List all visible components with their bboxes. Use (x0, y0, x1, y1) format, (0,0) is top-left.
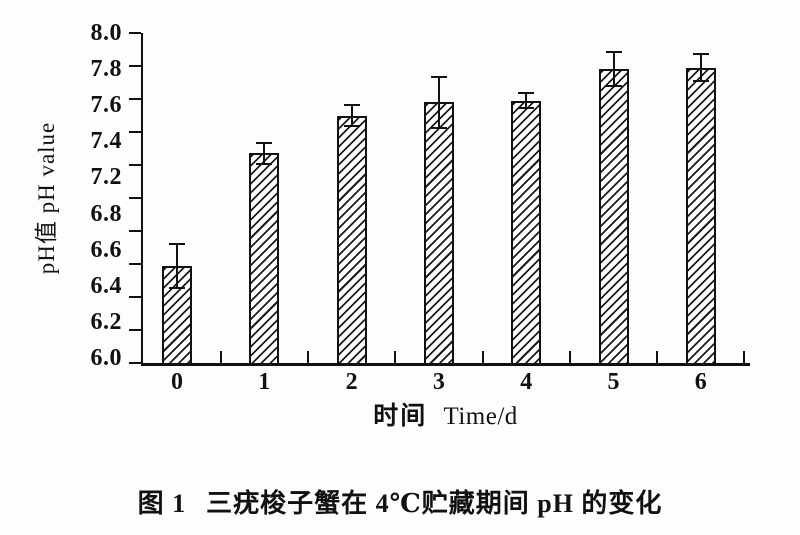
y-axis-tick (129, 197, 141, 199)
x-axis-title-cn: 时间 (373, 403, 428, 430)
bar-day-2 (336, 115, 367, 365)
y-axis-line (141, 33, 143, 365)
x-axis-boundary-tick (306, 351, 309, 363)
y-tick-label-6.2: 6.2 (90, 308, 122, 335)
y-tick-label-7.6: 7.6 (90, 92, 122, 119)
x-category-label-0: 0 (171, 369, 183, 395)
x-axis-boundary-tick (481, 351, 484, 363)
figure-caption: 图 1 三疣梭子蟹在 4℃贮藏期间 pH 的变化 (0, 483, 800, 520)
bar-day-4 (511, 100, 542, 365)
y-tick-label-6.0: 6.0 (90, 345, 122, 371)
y-axis-tick (129, 263, 141, 265)
x-category-label-4: 4 (520, 369, 533, 395)
error-bar-day-1 (256, 141, 273, 165)
error-bar-stem (176, 242, 178, 289)
x-category-label-1: 1 (258, 369, 271, 395)
bar-day-5 (598, 69, 629, 365)
y-tick-label-8.0: 8.0 (90, 20, 122, 46)
error-bar-stem (437, 75, 440, 129)
y-axis-tick (129, 230, 141, 232)
y-tick-label-7.2: 7.2 (90, 164, 122, 191)
x-axis-boundary-tick (394, 351, 397, 363)
x-axis-boundary-tick (656, 351, 659, 363)
y-axis-tick (129, 329, 141, 331)
y-tick-label-7.4: 7.4 (90, 128, 122, 155)
y-axis-tick (129, 296, 141, 298)
x-axis-title-en: Time/d (443, 403, 518, 430)
y-tick-label-6.4: 6.4 (90, 272, 122, 299)
x-category-label-2: 2 (345, 369, 358, 395)
x-axis-boundary-tick (568, 351, 571, 363)
error-bar-day-6 (692, 52, 709, 83)
y-tick-label-6.8: 6.8 (90, 200, 122, 227)
x-category-label-3: 3 (432, 369, 445, 395)
y-tick-label-7.8: 7.8 (90, 56, 122, 83)
error-bar-day-2 (343, 103, 360, 128)
y-tick-label-6.6: 6.6 (90, 236, 122, 263)
bar-day-3 (423, 102, 454, 365)
error-bar-stem (612, 51, 615, 88)
error-bar-day-4 (518, 92, 535, 109)
y-axis-tick (129, 98, 141, 100)
error-bar-stem (525, 92, 528, 109)
error-bar-day-0 (169, 242, 185, 289)
y-axis-title: pH值 pH value (34, 121, 59, 275)
caption-label: 图 1 (137, 489, 187, 518)
y-axis-tick (129, 164, 141, 166)
error-bar-day-3 (430, 75, 447, 129)
x-category-label-6: 6 (694, 369, 707, 395)
y-axis-tick (129, 65, 141, 67)
x-category-label-5: 5 (607, 369, 620, 395)
x-axis-title: 时间 Time/d (141, 396, 750, 432)
error-bar-stem (263, 141, 266, 165)
error-bar-day-5 (605, 51, 622, 88)
x-axis-boundary-tick (219, 351, 222, 363)
error-bar-stem (350, 103, 353, 128)
error-bar-stem (699, 52, 702, 83)
bar-day-6 (685, 67, 716, 365)
plot-area: 8.0 7.8 7.6 7.4 7.2 6.8 6.6 6.4 6.2 6.0 0 1 2 3 4 5 6 (90, 20, 750, 395)
y-axis-tick (129, 362, 141, 364)
bar-day-1 (249, 153, 280, 365)
y-axis-tick (129, 131, 141, 133)
caption-text: 三疣梭子蟹在 4℃贮藏期间 pH 的变化 (206, 489, 663, 518)
y-axis-tick (129, 32, 141, 34)
x-axis-boundary-tick (743, 351, 746, 363)
